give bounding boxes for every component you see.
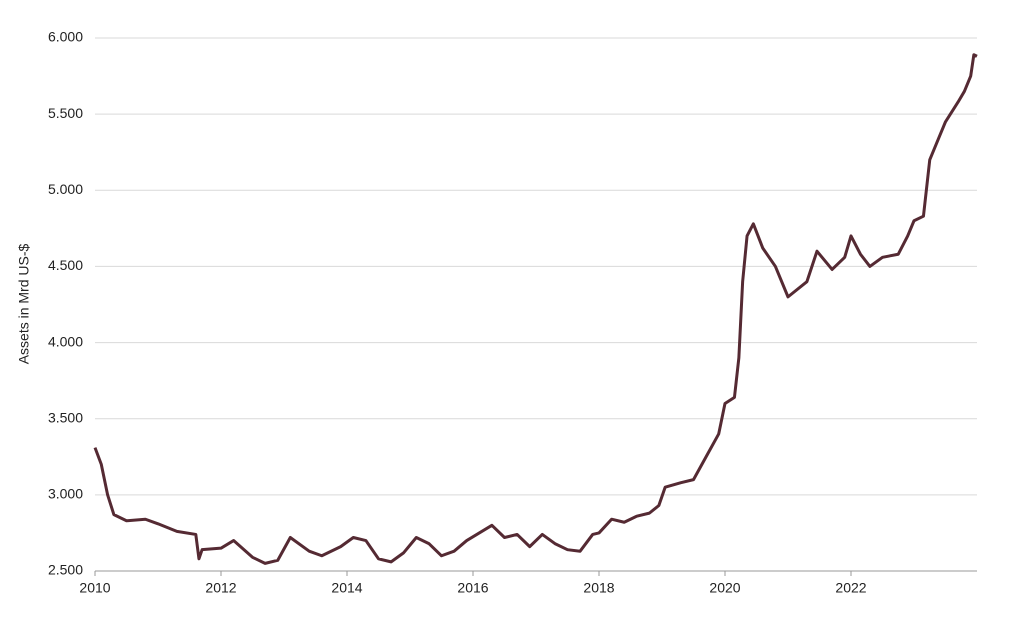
y-tick-label: 5.000 — [48, 181, 83, 197]
y-tick-label: 6.000 — [48, 29, 83, 45]
y-tick-label: 3.000 — [48, 486, 83, 502]
data-line — [93, 53, 978, 565]
y-tick-label: 4.000 — [48, 333, 83, 349]
x-tick-label: 2018 — [583, 580, 614, 596]
x-tick-label: 2020 — [709, 580, 740, 596]
y-axis-label: Assets in Mrd US-$ — [16, 243, 32, 364]
x-tick-label: 2022 — [835, 580, 866, 596]
x-tick-label: 2012 — [205, 580, 236, 596]
y-tick-label: 3.500 — [48, 409, 83, 425]
x-tick-label: 2010 — [79, 580, 110, 596]
y-tick-label: 2.500 — [48, 562, 83, 578]
x-tick-label: 2014 — [331, 580, 362, 596]
y-tick-label: 4.500 — [48, 257, 83, 273]
x-tick-label: 2016 — [457, 580, 488, 596]
y-tick-label: 5.500 — [48, 105, 83, 121]
